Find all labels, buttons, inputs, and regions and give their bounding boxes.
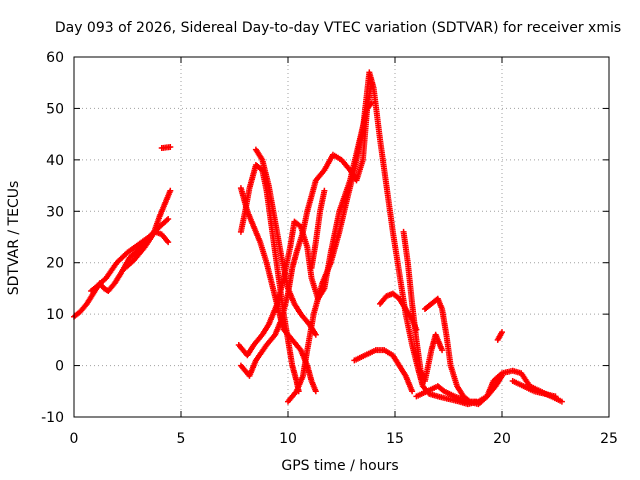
points-layer	[71, 69, 565, 408]
series-track-12	[351, 347, 416, 395]
series-track-8	[237, 79, 375, 379]
data-point	[558, 398, 565, 405]
series-track-1	[71, 228, 172, 320]
data-point	[165, 239, 172, 246]
data-point	[312, 331, 319, 338]
series-track-10	[285, 69, 505, 408]
y-tick-label: 60	[46, 50, 64, 66]
y-tick-label: 30	[46, 204, 64, 220]
y-tick-label: 20	[46, 256, 64, 272]
data-point	[312, 388, 319, 395]
x-tick-label: 5	[177, 431, 186, 447]
series-track-16	[413, 367, 565, 408]
data-point	[409, 388, 416, 395]
x-axis-label: GPS time / hours	[281, 458, 398, 474]
y-tick-label: 40	[46, 153, 64, 169]
data-point	[321, 187, 328, 194]
data-point	[552, 393, 559, 400]
data-point	[439, 347, 446, 354]
x-tick-label: 10	[279, 431, 297, 447]
x-tick-label: 25	[600, 431, 618, 447]
plot-frame	[73, 56, 610, 418]
y-tick-label: 0	[55, 359, 64, 375]
data-point	[499, 329, 505, 336]
x-tick-label: 20	[493, 431, 511, 447]
series-track-11	[308, 187, 328, 271]
series-track-14	[400, 228, 446, 384]
data-point	[167, 187, 174, 194]
tick-layer: 0 5 10 15 20 25 -10 0 10 20 30 40 50 60	[41, 50, 618, 447]
x-tick-label: 15	[386, 431, 404, 447]
y-tick-label: 10	[46, 307, 64, 323]
x-tick-label: 0	[70, 431, 79, 447]
y-axis-label: SDTVAR / TECUs	[6, 181, 22, 296]
series-track-3	[122, 187, 174, 271]
y-tick-label: -10	[41, 410, 64, 426]
grid-layer	[74, 57, 609, 417]
chart-title: Day 093 of 2026, Sidereal Day-to-day VTE…	[55, 20, 621, 36]
series-track-17	[494, 329, 505, 343]
y-tick-label: 50	[46, 101, 64, 117]
series-track-9	[252, 146, 319, 338]
series-track-4	[158, 144, 174, 152]
data-point	[165, 216, 172, 222]
series-track-18	[509, 378, 559, 400]
data-point	[167, 144, 174, 150]
